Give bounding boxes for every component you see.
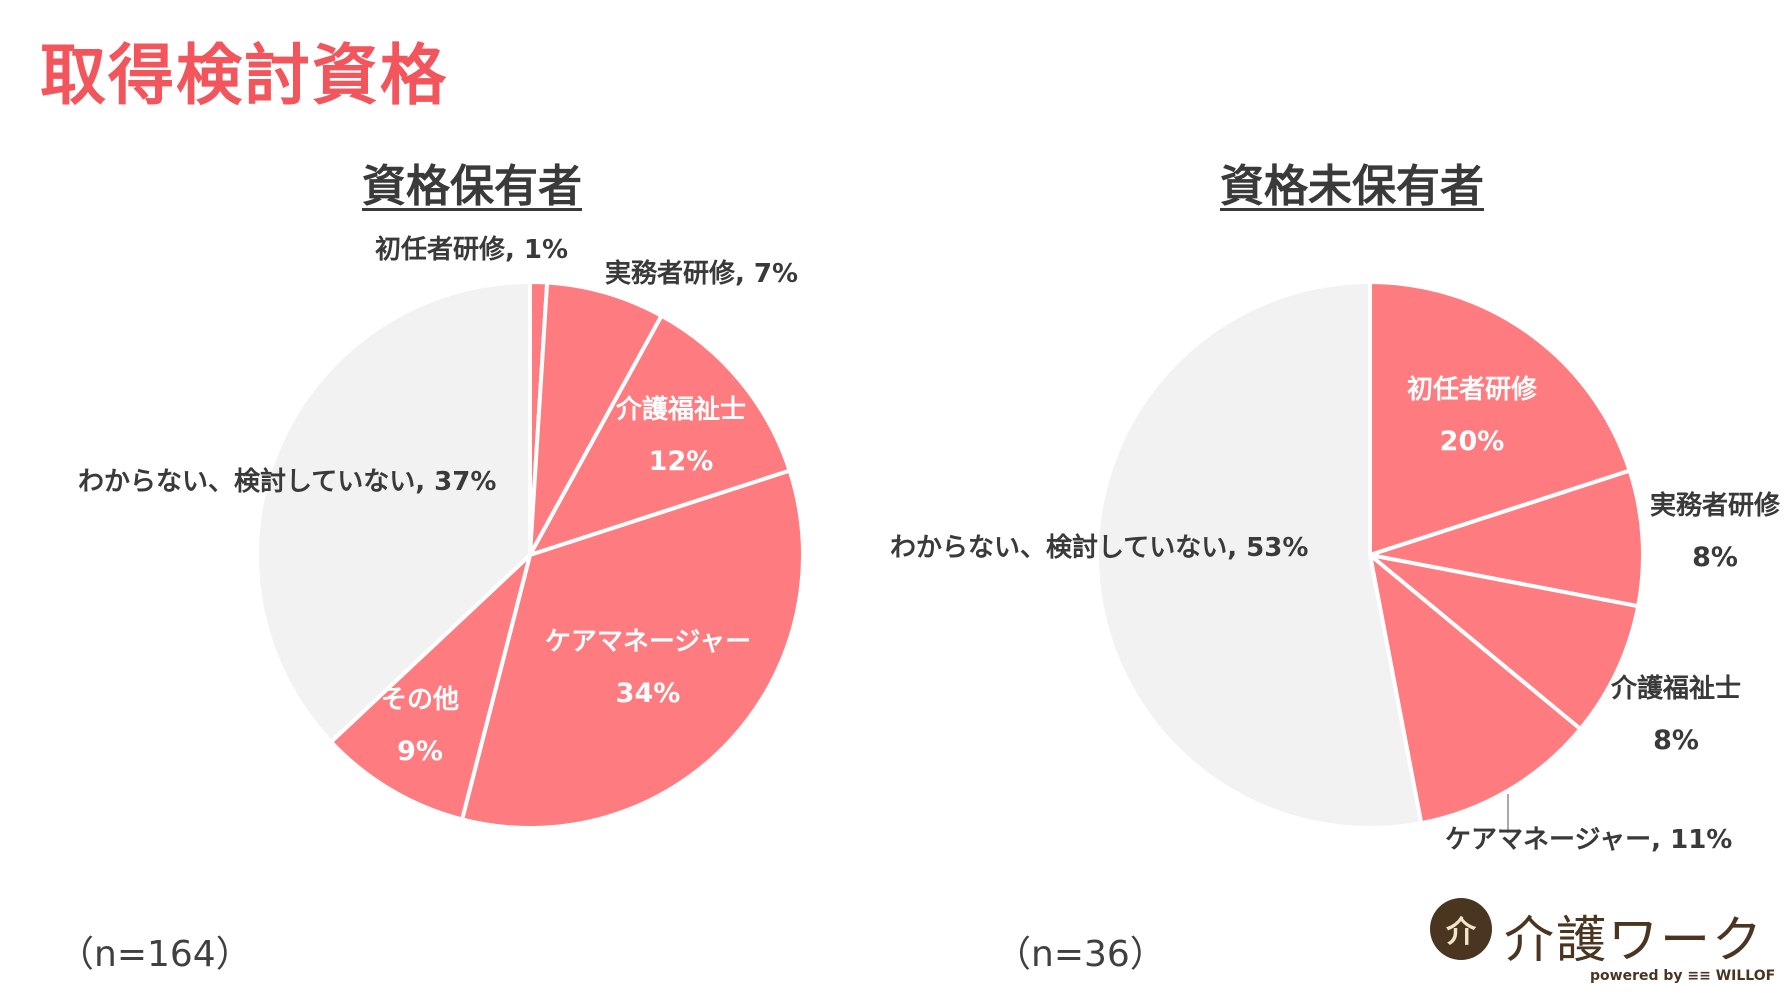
pie-slice: [1368, 468, 1645, 609]
pie-slice: [1368, 280, 1632, 557]
pie-slice: [328, 553, 532, 822]
slice-label-value: 9%: [397, 736, 443, 767]
slice-label-name: 介護福祉士: [1610, 673, 1741, 704]
pie-slice: [528, 313, 792, 557]
slice-label: 実務者研修, 7%: [605, 258, 798, 289]
slice-label-value: 34%: [616, 678, 681, 709]
logo-house-icon: 介: [1430, 898, 1492, 960]
page-title: 取得検討資格: [40, 37, 448, 114]
slice-label-name: その他: [381, 685, 459, 715]
pie-slice: [460, 468, 805, 830]
sample-size-holders: （n=164）: [58, 934, 252, 975]
pie-slice: [1095, 280, 1424, 830]
pie-slice: [1368, 553, 1641, 732]
pie-slice: [528, 280, 664, 557]
slice-label-value: 12%: [649, 446, 714, 477]
slice-label-name: 初任者研修: [1407, 374, 1538, 405]
logo-powered-by: powered by ≡≡ WILLOF: [1590, 968, 1776, 984]
kaigo-work-logo: 介 介護ワーク powered by ≡≡ WILLOF: [1430, 898, 1775, 998]
chart-title-holders: 資格保有者: [362, 161, 582, 212]
slice-label: ケアマネージャー, 11%: [1445, 825, 1732, 855]
slice-label-name: 実務者研修: [1650, 490, 1781, 521]
slice-label: わからない、検討していない, 53%: [890, 532, 1308, 563]
slice-label-value: 8%: [1653, 725, 1699, 756]
slice-label-name: 介護福祉士: [615, 394, 746, 425]
pie-chart-1: 初任者研修 20% 実務者研修 8% 介護福祉士 8% ケアマネージャー, 11% わからない…: [890, 280, 1781, 855]
slice-label-value: 20%: [1440, 426, 1505, 457]
chart-title-non-holders: 資格未保有者: [1220, 161, 1484, 212]
slice-label: わからない、検討していない, 37%: [78, 466, 496, 497]
pie-slice: [1368, 553, 1583, 826]
slice-label-value: 8%: [1692, 542, 1738, 573]
sample-size-non-holders: （n=36）: [995, 934, 1166, 975]
slice-label-name: ケアマネージャー: [545, 627, 751, 657]
pie-slice: [255, 280, 532, 744]
slice-label: 初任者研修, 1%: [375, 234, 568, 265]
pie-chart-0: 初任者研修, 1% 実務者研修, 7% 介護福祉士 12% ケアマネージャー 34% その他…: [78, 234, 805, 830]
logo-text: 介護ワーク: [1504, 911, 1764, 969]
